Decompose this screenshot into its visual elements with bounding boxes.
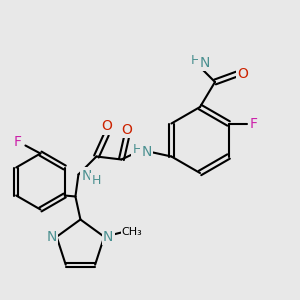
Text: N: N bbox=[103, 230, 113, 244]
Text: O: O bbox=[121, 122, 132, 136]
Text: CH₃: CH₃ bbox=[122, 227, 142, 237]
Text: O: O bbox=[101, 119, 112, 134]
Text: F: F bbox=[14, 134, 21, 148]
Text: N: N bbox=[46, 230, 57, 244]
Text: H: H bbox=[190, 55, 200, 68]
Text: N: N bbox=[141, 146, 152, 160]
Text: H: H bbox=[133, 143, 142, 156]
Text: F: F bbox=[250, 116, 258, 130]
Text: H: H bbox=[92, 174, 101, 187]
Text: O: O bbox=[238, 67, 248, 81]
Text: N: N bbox=[81, 169, 92, 182]
Text: N: N bbox=[200, 56, 210, 70]
